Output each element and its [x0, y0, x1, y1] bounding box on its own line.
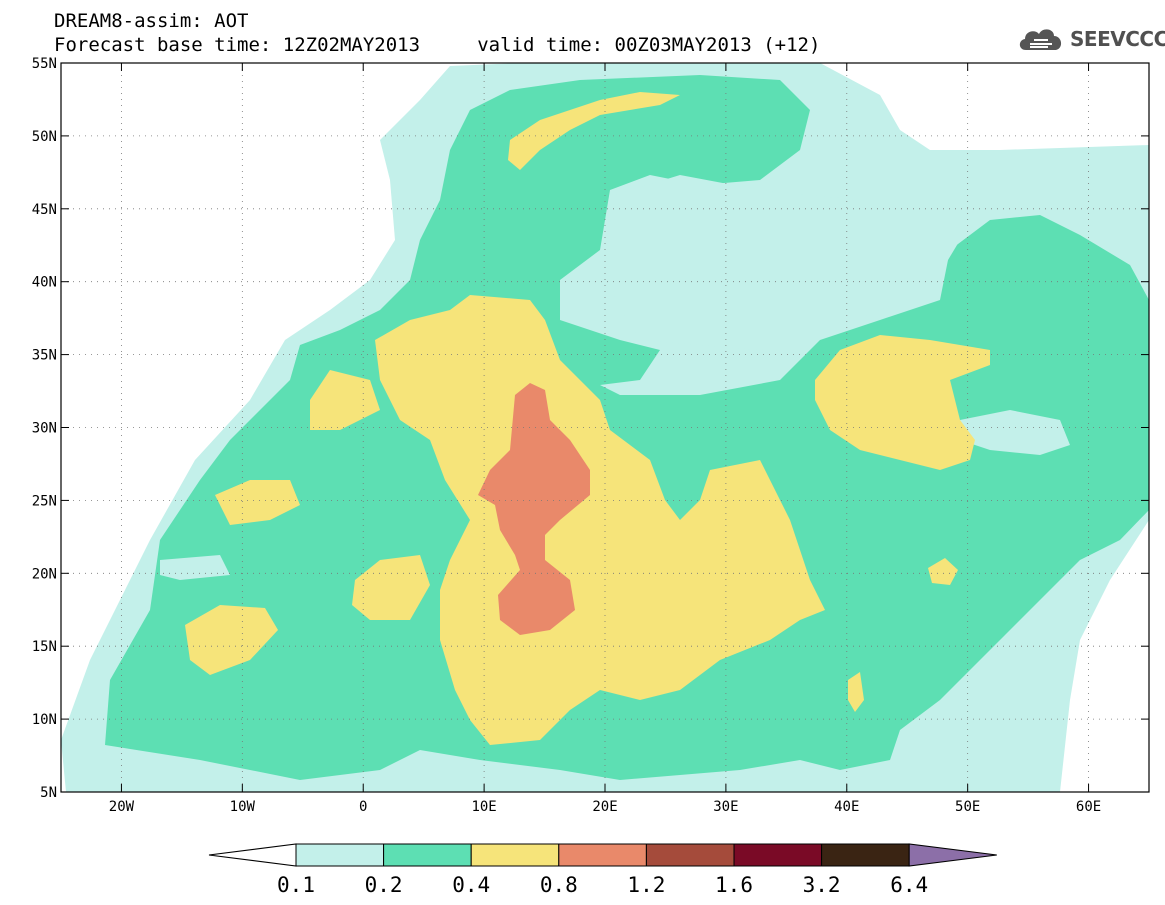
lat-tick-label: 35N [32, 348, 57, 364]
axis-ticks: 20W 10W 0 10E 20E 30E 40E 50E 60E 55N 50N 45N 40N 35N… [32, 56, 1149, 815]
colorbar-label: 6.4 [890, 873, 928, 897]
aot-contour-0.4 [928, 558, 958, 585]
aot-contour-0.4 [815, 335, 990, 470]
colorbar-label: 3.2 [803, 873, 841, 897]
colorbar-label: 0.4 [452, 873, 490, 897]
forecast-time-subtitle: Forecast base time: 12Z02MAY2013 valid t… [54, 34, 821, 56]
aot-contour-0.4 [215, 480, 300, 525]
lon-tick-label: 50E [955, 799, 980, 815]
cloud-icon [1019, 29, 1062, 50]
colorbar: 0.1 0.2 0.4 0.8 1.2 1.6 3.2 6.4 [208, 843, 997, 897]
colorbar-swatch [733, 843, 823, 867]
lat-tick-label: 50N [32, 129, 57, 145]
map-title: DREAM8-assim: AOT [54, 10, 249, 32]
lat-tick-label: 10N [32, 712, 57, 728]
lon-tick-label: 40E [834, 799, 859, 815]
aot-field [61, 63, 1149, 792]
aot-contour-0.4 [352, 555, 430, 620]
lon-tick-label: 10W [230, 799, 256, 815]
colorbar-label: 0.1 [277, 873, 315, 897]
lat-tick-label: 25N [32, 493, 57, 509]
aot-contour-0.4 [848, 672, 864, 712]
colorbar-label: 1.2 [627, 873, 665, 897]
lon-tick-label: 10E [471, 799, 496, 815]
aot-contour-0.8 [478, 383, 590, 635]
lat-tick-label: 45N [32, 202, 57, 218]
colorbar-swatch [295, 843, 385, 867]
colorbar-swatch [383, 843, 472, 867]
lat-tick-label: 15N [32, 639, 57, 655]
colorbar-swatch [821, 843, 910, 867]
lon-tick-label: 20W [109, 799, 135, 815]
colorbar-swatch [645, 843, 735, 867]
aot-contour-0.1-pocket [605, 175, 960, 350]
seevccc-logo: SEEVCCC [1016, 24, 1165, 56]
lat-tick-label: 20N [32, 566, 57, 582]
graticule [61, 63, 1149, 792]
aot-contour-0.1-pocket [160, 555, 230, 580]
aot-contour-0.1-pocket [960, 410, 1070, 455]
aot-contour-0.4 [375, 295, 825, 745]
colorbar-label: 1.6 [715, 873, 753, 897]
lat-tick-label: 30N [32, 421, 57, 437]
lon-tick-label: 30E [713, 799, 738, 815]
colorbar-label: 0.2 [365, 873, 403, 897]
lat-tick-label: 5N [40, 785, 57, 801]
lon-tick-label: 20E [592, 799, 617, 815]
colorbar-over-triangle [908, 843, 997, 867]
colorbar-swatch [470, 843, 560, 867]
colorbar-swatch [558, 843, 647, 867]
aot-contour-0.4 [310, 370, 380, 430]
lon-tick-label: 0 [359, 799, 367, 815]
colorbar-label: 0.8 [540, 873, 578, 897]
lat-tick-label: 40N [32, 275, 57, 291]
logo-text: SEEVCCC [1070, 27, 1165, 51]
colorbar-under-triangle [208, 843, 297, 867]
lon-tick-label: 60E [1076, 799, 1101, 815]
lat-tick-label: 55N [32, 56, 57, 72]
aot-contour-0.4 [508, 92, 680, 170]
aot-contour-0.4 [185, 605, 278, 675]
